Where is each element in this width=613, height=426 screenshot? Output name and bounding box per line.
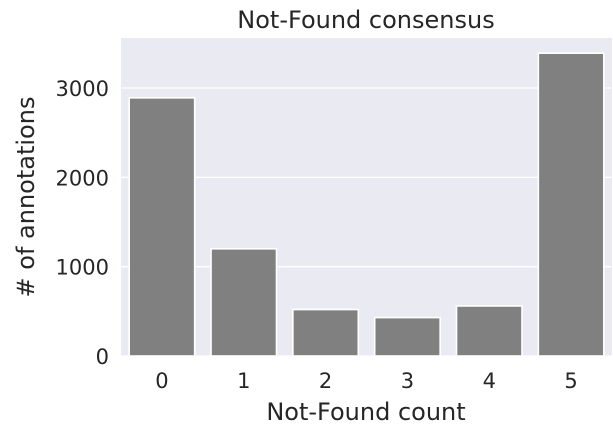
plot-area [121,38,612,356]
y-axis-ticks: 0 1000 2000 3000 [56,77,109,369]
x-tick-label: 4 [483,369,496,393]
x-axis-ticks: 0 1 2 3 4 5 [155,369,578,393]
y-tick-label: 3000 [56,77,109,101]
x-tick-label: 2 [319,369,332,393]
y-tick-label: 1000 [56,256,109,280]
y-axis-label: # of annotations [12,97,40,298]
chart-title: Not-Found consensus [237,6,494,34]
y-tick-label: 0 [96,345,109,369]
x-tick-label: 0 [155,369,168,393]
bar-1 [210,248,278,357]
bar-0 [128,97,196,357]
bars [128,52,605,357]
x-axis-label: Not-Found count [266,398,465,426]
x-tick-label: 3 [401,369,414,393]
bar-4 [455,305,523,357]
x-tick-label: 5 [564,369,577,393]
x-tick-label: 1 [237,369,250,393]
gridlines [121,87,612,357]
bar-3 [373,316,441,357]
y-tick-label: 2000 [56,166,109,190]
bar-2 [292,308,360,357]
bar-5 [537,52,605,357]
